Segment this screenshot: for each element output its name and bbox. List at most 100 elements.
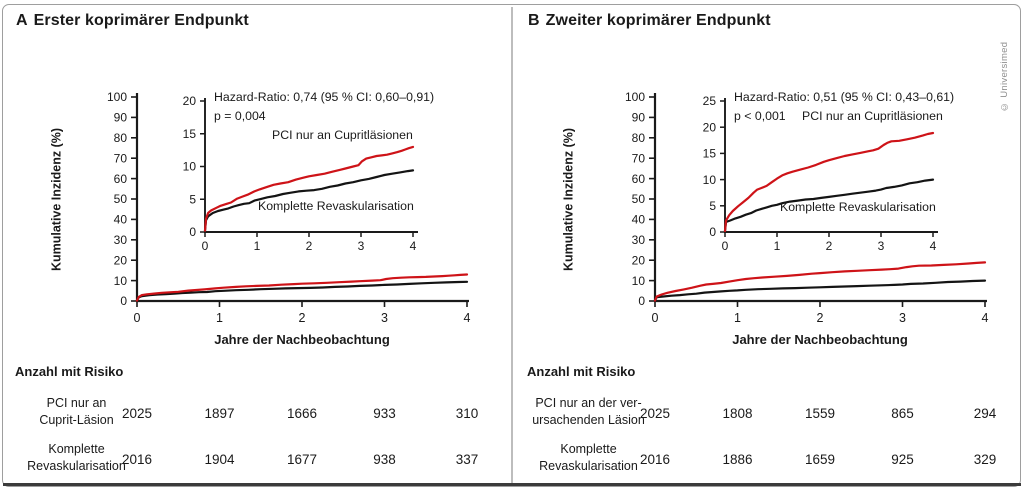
bottom-rule — [3, 483, 1021, 486]
main-x-tick-label: 2 — [817, 311, 824, 325]
inset-x-tick-label: 4 — [410, 239, 417, 253]
main-curve-complete — [653, 279, 987, 302]
risk-count: 865 — [891, 406, 914, 421]
inset-curve-culprit — [723, 131, 935, 233]
risk-count: 1886 — [722, 452, 752, 467]
inset-curve-complete — [203, 169, 415, 232]
main-y-tick-label: 10 — [114, 274, 128, 288]
main-y-tick-label: 60 — [632, 172, 646, 186]
panel-a-title-text: Erster koprimärer Endpunkt — [33, 12, 249, 29]
series-label-complete-a: Komplette Revaskularisation — [258, 199, 414, 213]
main-x-tick-label: 2 — [299, 311, 306, 325]
main-y-tick-label: 90 — [632, 111, 646, 125]
risk-count: 2025 — [122, 406, 152, 421]
inset-x-tick-label: 3 — [358, 239, 365, 253]
panel-a-letter: A — [16, 12, 28, 29]
main-y-tick-label: 100 — [625, 90, 645, 104]
risk-count: 933 — [373, 406, 396, 421]
main-y-tick-label: 10 — [632, 274, 646, 288]
inset-y-tick-label: 20 — [183, 94, 197, 108]
risk-row-label-complete-b: Komplette Revaskularisation — [539, 442, 638, 473]
risk-row-label-complete-a: Komplette Revaskularisation — [27, 442, 126, 473]
panel-b-letter: B — [528, 12, 540, 29]
hazard-ratio-text-b: Hazard-Ratio: 0,51 (95 % CI: 0,43–0,61) — [734, 90, 955, 104]
main-y-tick-label: 30 — [632, 233, 646, 247]
main-y-tick-label: 60 — [114, 172, 128, 186]
y-axis-label-a: Kumulative Inzidenz (%) — [49, 127, 64, 272]
inset-y-tick-label: 5 — [709, 199, 716, 213]
main-x-tick-label: 3 — [899, 311, 906, 325]
main-y-tick-label: 50 — [114, 192, 128, 206]
main-y-tick-label: 100 — [107, 90, 127, 104]
main-y-tick-label: 40 — [632, 213, 646, 227]
series-label-complete-b: Komplette Revaskularisation — [780, 200, 936, 214]
hazard-ratio-text-a: Hazard-Ratio: 0,74 (95 % CI: 0,60–0,91) — [214, 90, 435, 104]
main-y-tick-label: 30 — [114, 233, 128, 247]
p-value-text-b: p < 0,001 — [734, 109, 786, 123]
risk-table-header-a: Anzahl mit Risiko — [15, 364, 124, 379]
main-curve-complete — [135, 280, 469, 302]
inset-x-tick-label: 1 — [254, 239, 261, 253]
main-x-tick-label: 3 — [381, 311, 388, 325]
main-x-tick-label: 1 — [216, 311, 223, 325]
risk-count: 925 — [891, 452, 914, 467]
main-y-tick-label: 40 — [114, 213, 128, 227]
risk-count: 1904 — [204, 452, 235, 467]
inset-x-tick-label: 1 — [774, 239, 781, 253]
main-curve-culprit — [135, 273, 469, 302]
inset-x-tick-label: 2 — [306, 239, 313, 253]
inset-x-tick-label: 0 — [202, 239, 209, 253]
risk-count: 1897 — [204, 406, 234, 421]
main-y-tick-label: 0 — [638, 294, 645, 308]
inset-curve-complete — [723, 178, 935, 233]
x-axis-label-b: Jahre der Nachbeobachtung — [732, 332, 908, 347]
risk-count: 310 — [456, 406, 479, 421]
risk-table-header-b: Anzahl mit Risiko — [527, 364, 636, 379]
main-x-tick-label: 1 — [734, 311, 741, 325]
series-label-culprit-a: PCI nur an Cupritläsionen — [272, 128, 413, 142]
risk-count: 2016 — [122, 452, 152, 467]
panel-b: 0 10 20 30 40 50 60 70 80 90 100 0 1 2 3 4 0 5 10 15 20 25 0 1 2… — [512, 0, 1024, 492]
main-curve-culprit — [653, 261, 987, 302]
panel-divider — [511, 7, 513, 484]
risk-count: 2025 — [640, 406, 670, 421]
y-axis-label-b: Kumulative Inzidenz (%) — [561, 127, 576, 272]
risk-count: 1808 — [722, 406, 752, 421]
main-x-tick-label: 4 — [982, 311, 989, 325]
main-y-tick-label: 80 — [114, 131, 128, 145]
panel-b-title: B Zweiter koprimärer Endpunkt — [528, 12, 771, 30]
main-y-tick-label: 70 — [632, 151, 646, 165]
risk-count: 938 — [373, 452, 396, 467]
main-x-tick-label: 0 — [134, 311, 141, 325]
main-y-tick-label: 70 — [114, 151, 128, 165]
inset-y-tick-label: 25 — [703, 94, 717, 108]
inset-y-tick-label: 5 — [189, 192, 196, 206]
main-x-tick-label: 4 — [464, 311, 471, 325]
risk-count: 1659 — [805, 452, 835, 467]
series-label-culprit-b: PCI nur an Cupritläsionen — [802, 109, 943, 123]
inset-curve-culprit — [203, 145, 415, 232]
figure-border — [2, 4, 1021, 487]
main-y-tick-label: 50 — [632, 192, 646, 206]
panel-a-title: A Erster koprimärer Endpunkt — [16, 12, 249, 30]
panel-b-title-text: Zweiter koprimärer Endpunkt — [545, 12, 771, 29]
x-axis-label-a: Jahre der Nachbeobachtung — [214, 332, 390, 347]
risk-count: 337 — [456, 452, 479, 467]
risk-row-label-culprit-a: PCI nur an Cuprit-Läsion — [39, 396, 114, 427]
risk-count: 1666 — [287, 406, 317, 421]
main-y-tick-label: 20 — [632, 253, 646, 267]
inset-x-tick-label: 4 — [930, 239, 937, 253]
risk-count: 2016 — [640, 452, 670, 467]
main-y-tick-label: 20 — [114, 253, 128, 267]
inset-y-tick-label: 10 — [183, 160, 197, 174]
main-y-tick-label: 0 — [120, 294, 127, 308]
main-x-tick-label: 0 — [652, 311, 659, 325]
risk-row-label-culprit-b: PCI nur an der ver- ursachenden Läsion — [532, 396, 645, 427]
inset-x-tick-label: 0 — [722, 239, 729, 253]
risk-count: 1559 — [805, 406, 835, 421]
risk-count: 1677 — [287, 452, 317, 467]
inset-x-tick-label: 3 — [878, 239, 885, 253]
